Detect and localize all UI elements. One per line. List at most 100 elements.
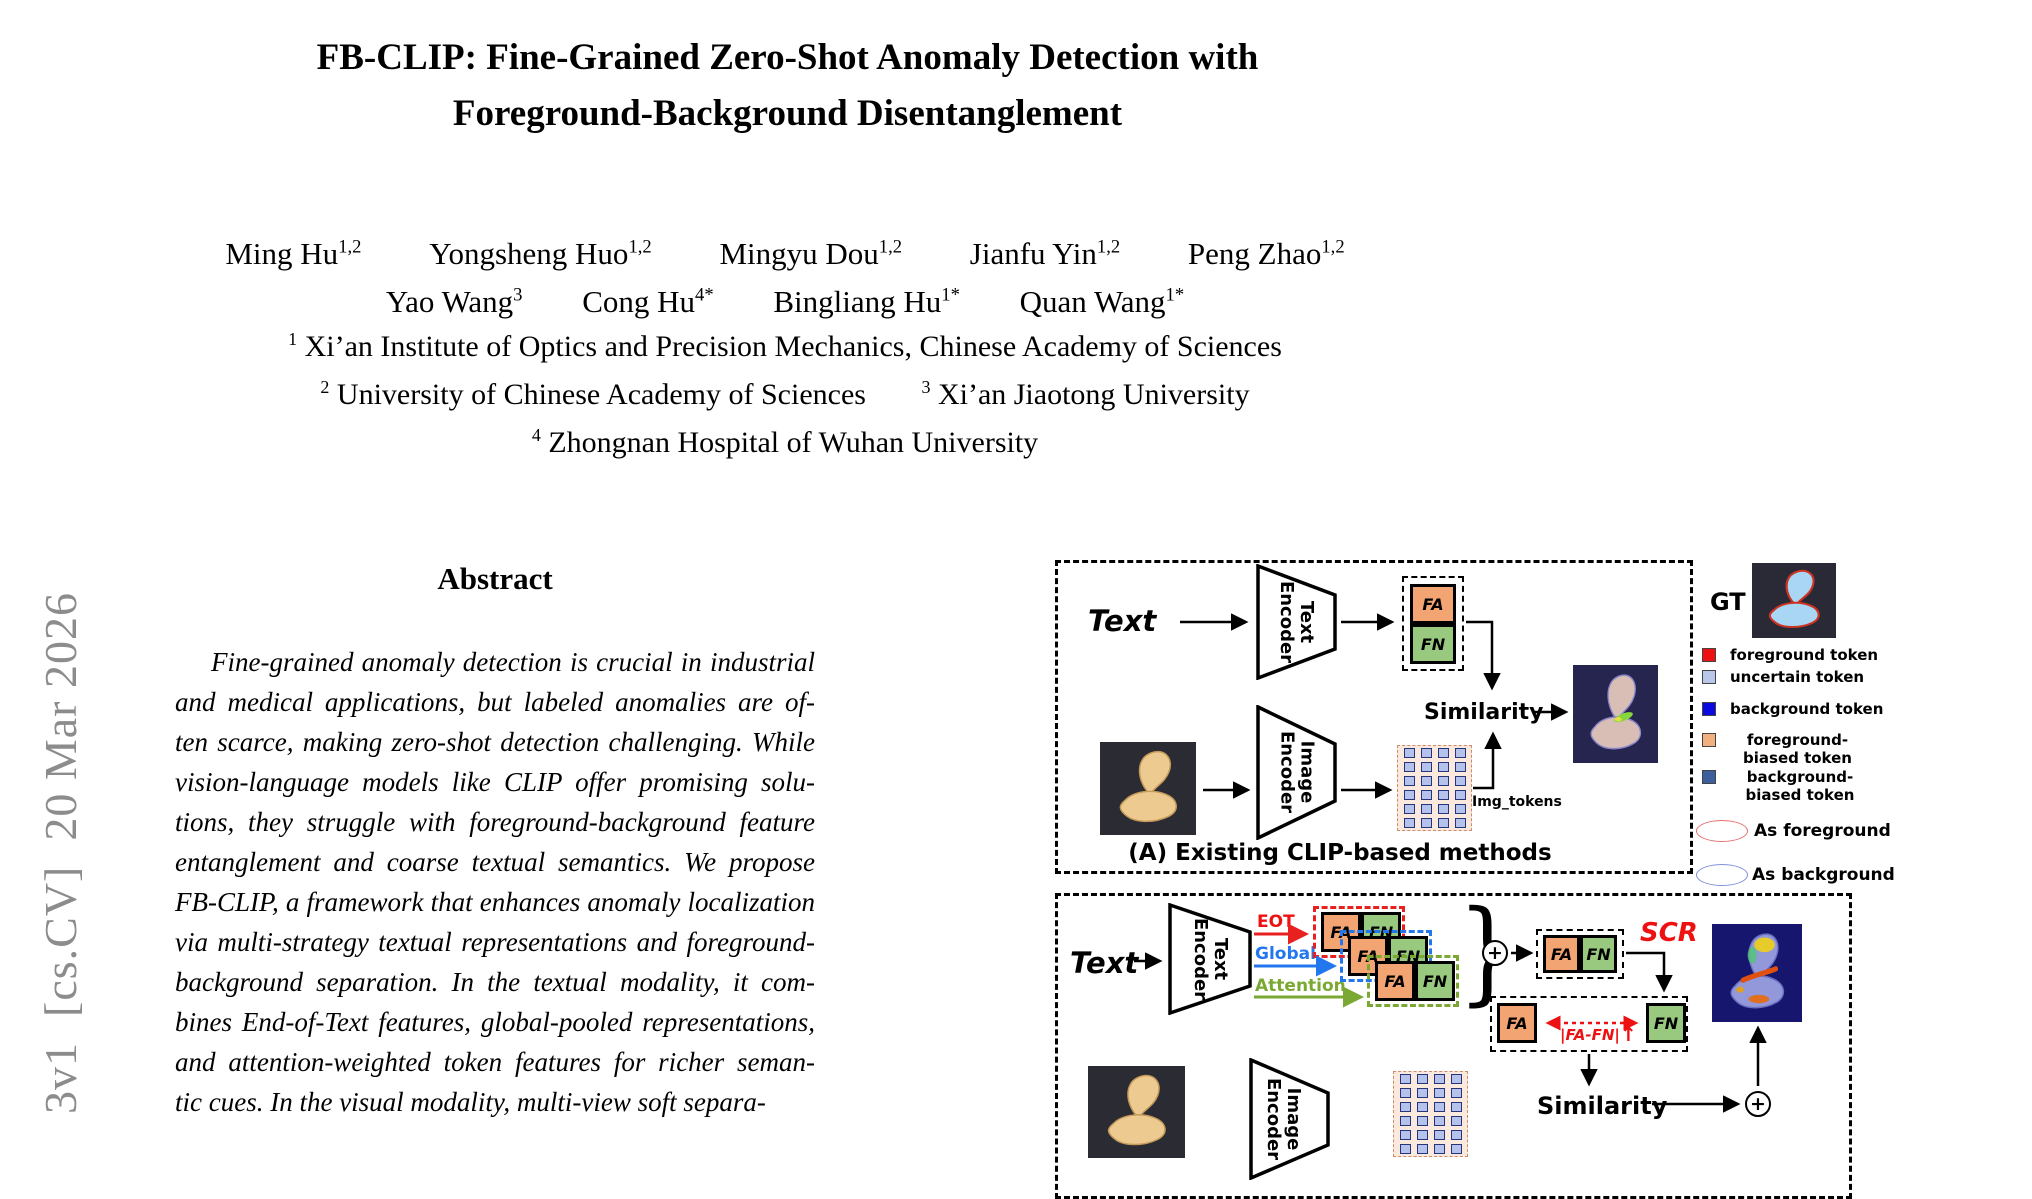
gt-label: GT [1710,588,1746,616]
image-token-cell [1437,804,1449,814]
plus-circle-fuse: + [1482,940,1508,966]
legend-label: uncertain token [1730,668,1865,686]
authors-row2: Yao Wang3 Cong Hu4* Bingliang Hu1* Quan … [0,284,1570,320]
page-title-line2: Foreground-Background Disentanglement [452,93,1123,134]
image-token-cell [1403,804,1415,814]
scr-label: SCR [1640,918,1698,948]
gt-image [1752,563,1836,638]
image-token-cell [1420,818,1432,828]
image-token-cell [1416,1116,1428,1126]
image-token-cell [1420,776,1432,786]
image-token-cell [1403,790,1415,800]
image-token-cell [1416,1074,1428,1084]
author: Mingyu Dou1,2 [719,236,903,271]
image-token-cell [1403,776,1415,786]
page-title-line1: FB-CLIP: Fine-Grained Zero-Shot Anomaly … [316,37,1259,78]
abstract-line: FB-CLIP, a framework that enhances anoma… [175,887,815,917]
image-token-cell [1437,818,1449,828]
abstract-line: vision-language models like CLIP offer p… [175,767,815,797]
image-token-cell [1437,776,1449,786]
author: Bingliang Hu1* [773,284,960,319]
author: Yongsheng Huo1,2 [429,236,652,271]
image-encoder-label: Image Encoder [1276,730,1318,814]
abstract-line: background separation. In the textual mo… [175,967,815,997]
text-encoder-label: Text Encoder [1276,580,1317,664]
image-token-cell [1420,790,1432,800]
image-token-cell [1399,1144,1411,1154]
author: Ming Hu1,2 [225,236,362,271]
abstract-line: bines End-of-Text features, global-poole… [175,1007,815,1037]
fn-token: FN [1646,1003,1686,1043]
fa-token: FA [1375,961,1415,1001]
image-token-cell [1399,1074,1411,1084]
image-token-cell [1416,1130,1428,1140]
legend-label: background token [1730,700,1884,718]
image-token-cell [1454,776,1466,786]
fn-token: FN [1415,961,1455,1001]
abstract-line: via multi-strategy textual representatio… [175,927,815,957]
image-token-cell [1450,1088,1462,1098]
affiliation-line1: 1 Xi’an Institute of Optics and Precisio… [288,329,1282,363]
text-encoder-shape [1256,564,1337,680]
image-token-cell [1454,818,1466,828]
eot-label: EOT [1257,912,1295,932]
image-token-cell [1416,1102,1428,1112]
affiliation-line3: 4 Zhongnan Hospital of Wuhan University [531,425,1039,459]
legend-label: As foreground [1754,821,1891,841]
image-token-cell [1399,1088,1411,1098]
abstract-line: and medical applications, but labeled an… [175,687,815,717]
image-token-cell [1450,1144,1462,1154]
image-token-cell [1433,1130,1445,1140]
global-label: Global [1255,944,1316,964]
legend-label: As background [1752,865,1895,885]
text-encoder-shape [1168,903,1252,1015]
authors-row1: Ming Hu1,2 Yongsheng Huo1,2 Mingyu Dou1,… [0,236,1570,272]
image-token-cell [1454,748,1466,758]
image-token-cell [1454,804,1466,814]
legend-swatch-background [1702,702,1716,716]
fa-fn-distance-label: |FA-FN| [1560,1026,1620,1044]
plus-circle-combine: + [1745,1091,1771,1117]
up-arrow-icon: ↑ [1620,1022,1637,1046]
arxiv-watermark: 3v1 [cs.CV] 20 Mar 2026 [35,592,86,1114]
image-tokens-grid [1393,1071,1468,1157]
panel-a-similarity-label: Similarity [1424,700,1544,725]
result-anomaly-map [1573,665,1658,763]
image-token-cell [1403,818,1415,828]
panel-b-similarity-label: Similarity [1537,1092,1668,1120]
image-token-cell [1420,762,1432,772]
image-token-cell [1399,1102,1411,1112]
legend-ellipse-as-background [1696,864,1748,886]
abstract-body: Fine-grained anomaly detection is crucia… [175,642,815,1122]
legend-label: foreground token [1730,646,1879,664]
text-encoder-label: Text Encoder [1190,917,1231,1001]
image-token-cell [1433,1088,1445,1098]
image-token-cell [1433,1116,1445,1126]
anomaly-heatmap [1712,924,1802,1022]
text-feature-stack [1402,576,1464,671]
author: Yao Wang3 [385,284,523,319]
image-token-cell [1437,748,1449,758]
abstract-line: and attention-weighted token features fo… [175,1047,815,1077]
fn-token: FN [1410,624,1456,664]
legend-label: foreground-biased token [1743,731,1852,767]
fn-token: FN [1580,935,1617,973]
image-token-cell [1450,1102,1462,1112]
input-image [1100,742,1196,835]
panel-b-text-label: Text [1070,946,1139,980]
author: Cong Hu4* [582,284,714,319]
image-token-cell [1416,1144,1428,1154]
author: Peng Zhao1,2 [1187,236,1345,271]
legend-ellipse-as-foreground [1696,820,1748,842]
image-token-cell [1433,1074,1445,1084]
image-token-cell [1420,804,1432,814]
image-token-cell [1454,790,1466,800]
image-token-cell [1420,748,1432,758]
image-token-cell [1416,1088,1428,1098]
attention-feature-group [1367,955,1459,1007]
panel-a-text-label: Text [1088,604,1157,638]
image-token-cell [1437,790,1449,800]
input-image [1088,1066,1185,1158]
legend-swatch-foreground [1702,648,1716,662]
abstract-heading: Abstract [437,561,553,596]
